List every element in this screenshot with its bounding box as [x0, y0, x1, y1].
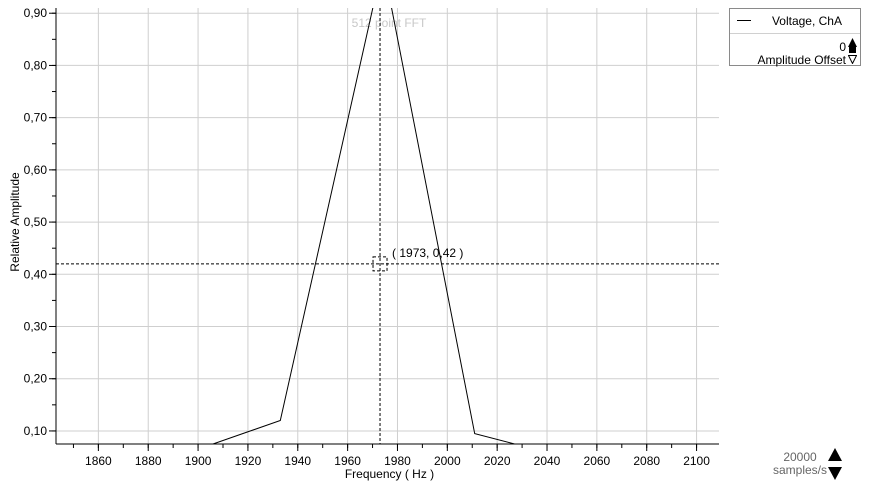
x-tick-label: 1980 — [384, 454, 411, 468]
x-tick-label: 1860 — [85, 454, 112, 468]
x-axis-title: Frequency ( Hz ) — [345, 467, 434, 481]
y-axis-title: Relative Amplitude — [8, 172, 22, 272]
x-tick-label: 1920 — [235, 454, 262, 468]
x-tick-label: 2020 — [484, 454, 511, 468]
x-tick-label: 2000 — [434, 454, 461, 468]
sample-rate: 20000 samples/s — [755, 451, 845, 477]
x-tick-label: 1960 — [334, 454, 361, 468]
cursor-readout: ( 1973, 0,42 ) — [392, 246, 463, 260]
y-tick-label: 0,40 — [24, 267, 48, 281]
offset-reset-icon[interactable] — [849, 47, 856, 53]
crosshair-cursor[interactable]: ( 1973, 0,42 ) — [56, 8, 719, 444]
y-tick-label: 0,30 — [24, 320, 48, 334]
offset-down-arrow-icon[interactable] — [848, 55, 857, 64]
x-tick-label: 1940 — [284, 454, 311, 468]
series-line-voltage-cha — [212, 8, 515, 444]
y-tick-label: 0,70 — [24, 111, 48, 125]
axes — [55, 8, 719, 445]
y-tick-label: 0,90 — [24, 6, 48, 20]
x-tick-label: 1900 — [185, 454, 212, 468]
sample-rate-value: 20000 — [783, 450, 817, 464]
x-tick-label: 2080 — [633, 454, 660, 468]
legend-line-swatch — [737, 20, 751, 21]
x-axis-ticks: 1860 1880 1900 1920 1940 1960 1980 2000 2020 2040… — [72, 444, 710, 468]
x-tick-label: 2060 — [584, 454, 611, 468]
y-tick-label: 0,80 — [24, 58, 48, 72]
y-tick-label: 0,20 — [24, 372, 48, 386]
legend-panel: Voltage, ChA 0 Amplitude Offset — [729, 8, 861, 67]
chart-overlay-title: 512 point FFT — [352, 16, 427, 30]
offset-up-arrow-icon[interactable] — [848, 38, 857, 47]
amplitude-offset-value[interactable]: 0 — [839, 40, 846, 54]
y-tick-label: 0,60 — [24, 163, 48, 177]
cursor-handle-icon[interactable] — [372, 256, 388, 272]
x-tick-label: 2040 — [534, 454, 561, 468]
y-axis-ticks: 0,10 0,20 0,30 0,40 0,50 0,60 0,70 0,80 0,90 — [24, 6, 56, 438]
grid — [56, 8, 719, 444]
x-tick-label: 2100 — [683, 454, 710, 468]
sample-rate-spinner-icon[interactable] — [827, 448, 843, 480]
series-layer — [212, 8, 515, 444]
y-tick-label: 0,50 — [24, 215, 48, 229]
y-tick-label: 0,10 — [24, 424, 48, 438]
sample-rate-unit: samples/s — [772, 463, 828, 477]
legend-series-row[interactable]: Voltage, ChA — [730, 9, 860, 34]
x-tick-label: 1880 — [135, 454, 162, 468]
amplitude-offset-label: Amplitude Offset — [757, 53, 847, 67]
legend-series-label: Voltage, ChA — [771, 14, 842, 28]
